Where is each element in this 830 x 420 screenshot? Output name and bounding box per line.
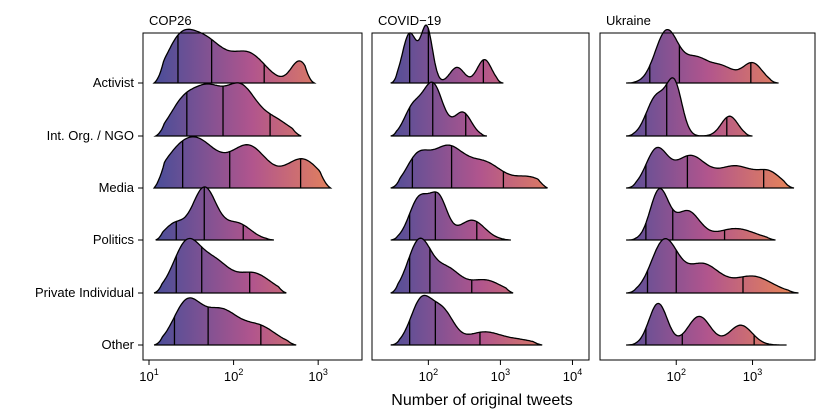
ridge-politics xyxy=(626,187,776,241)
ridge-group-private-individual xyxy=(626,238,799,294)
ridge-activist xyxy=(152,28,317,84)
ridge-private-individual xyxy=(153,237,287,294)
ridge-private-individual xyxy=(390,237,514,294)
ridge-group-politics xyxy=(626,187,776,241)
panel-covid-19: COVID−19 102 103 104 xyxy=(371,13,590,384)
x-tick-label: 103 xyxy=(308,367,327,384)
ridge-activist xyxy=(390,24,504,84)
ridge-group-activist xyxy=(152,28,317,84)
panels: COP26 101 102 103 COVID−19 102 103 104 Ukraine 10… xyxy=(139,13,816,384)
ridge-activist xyxy=(626,28,779,84)
category-label-activist: Activist xyxy=(93,75,135,90)
ridge-group-activist xyxy=(626,28,779,84)
ridge-politics xyxy=(390,191,511,241)
ridge-group-private-individual xyxy=(153,237,287,294)
category-labels: Activist Int. Org. / NGO Media Politics Priv… xyxy=(35,75,143,352)
ridge-group-other xyxy=(626,302,787,346)
x-tick-label: 103 xyxy=(491,367,510,384)
ridge-int-org-ngo xyxy=(390,81,487,137)
ridge-group-int-org-ngo xyxy=(626,77,753,137)
category-label-politics: Politics xyxy=(93,232,135,247)
ridge-politics xyxy=(155,186,274,241)
panel-frame xyxy=(371,32,590,361)
x-tick-label: 104 xyxy=(563,367,582,384)
panel-title: COP26 xyxy=(149,13,192,28)
x-tick-label: 102 xyxy=(224,367,243,384)
ridge-other xyxy=(626,302,787,346)
panel-cop26: COP26 101 102 103 xyxy=(139,13,363,384)
x-tick-label: 102 xyxy=(419,367,438,384)
x-tick-label: 102 xyxy=(666,367,685,384)
panel-ukraine: Ukraine 102 103 xyxy=(599,13,816,384)
ridge-group-politics xyxy=(155,186,274,241)
ridge-group-private-individual xyxy=(390,237,514,294)
category-label-other: Other xyxy=(101,337,134,352)
x-tick-label: 103 xyxy=(743,367,762,384)
ridge-group-other xyxy=(153,297,297,346)
panel-frame xyxy=(142,32,363,361)
ridge-group-media xyxy=(152,136,333,189)
x-axis-label: Number of original tweets xyxy=(391,392,572,409)
panel-frame xyxy=(599,32,816,361)
ridge-int-org-ngo xyxy=(626,77,753,137)
ridge-group-int-org-ngo xyxy=(390,81,487,137)
ridge-group-politics xyxy=(390,191,511,241)
ridge-media xyxy=(626,146,795,189)
category-label-int-org-ngo: Int. Org. / NGO xyxy=(47,128,134,143)
category-label-media: Media xyxy=(99,180,135,195)
ridge-int-org-ngo xyxy=(153,82,302,137)
ridge-media xyxy=(152,136,333,189)
ridge-group-media xyxy=(390,144,548,189)
ridge-group-media xyxy=(626,146,795,189)
ridge-group-activist xyxy=(390,24,504,84)
ridge-other xyxy=(153,297,297,346)
ridge-group-int-org-ngo xyxy=(153,82,302,137)
ridge-group-other xyxy=(390,294,543,346)
x-tick-label: 101 xyxy=(139,367,158,384)
panel-title: Ukraine xyxy=(606,13,651,28)
ridge-other xyxy=(390,294,543,346)
ridge-media xyxy=(390,144,548,189)
panel-title: COVID−19 xyxy=(378,13,441,28)
category-label-private-individual: Private Individual xyxy=(35,285,134,300)
ridge-private-individual xyxy=(626,238,799,294)
